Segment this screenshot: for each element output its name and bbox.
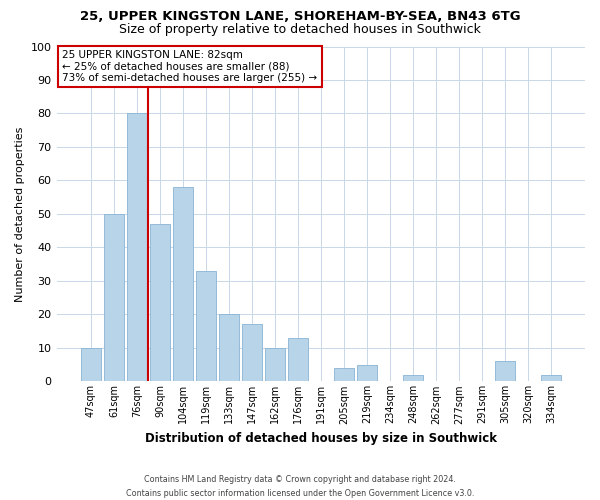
Bar bbox=[196, 271, 216, 382]
Bar bbox=[242, 324, 262, 382]
Bar bbox=[81, 348, 101, 382]
Bar bbox=[173, 187, 193, 382]
Text: Contains HM Land Registry data © Crown copyright and database right 2024.
Contai: Contains HM Land Registry data © Crown c… bbox=[126, 476, 474, 498]
Text: Size of property relative to detached houses in Southwick: Size of property relative to detached ho… bbox=[119, 22, 481, 36]
Bar bbox=[403, 374, 423, 382]
Text: 25, UPPER KINGSTON LANE, SHOREHAM-BY-SEA, BN43 6TG: 25, UPPER KINGSTON LANE, SHOREHAM-BY-SEA… bbox=[80, 10, 520, 23]
Bar bbox=[150, 224, 170, 382]
Bar bbox=[265, 348, 285, 382]
Bar bbox=[219, 314, 239, 382]
Text: 25 UPPER KINGSTON LANE: 82sqm
← 25% of detached houses are smaller (88)
73% of s: 25 UPPER KINGSTON LANE: 82sqm ← 25% of d… bbox=[62, 50, 317, 83]
Bar bbox=[288, 338, 308, 382]
X-axis label: Distribution of detached houses by size in Southwick: Distribution of detached houses by size … bbox=[145, 432, 497, 445]
Bar bbox=[334, 368, 354, 382]
Bar bbox=[104, 214, 124, 382]
Y-axis label: Number of detached properties: Number of detached properties bbox=[15, 126, 25, 302]
Bar bbox=[127, 114, 147, 382]
Bar bbox=[541, 374, 561, 382]
Bar bbox=[496, 362, 515, 382]
Bar bbox=[358, 364, 377, 382]
